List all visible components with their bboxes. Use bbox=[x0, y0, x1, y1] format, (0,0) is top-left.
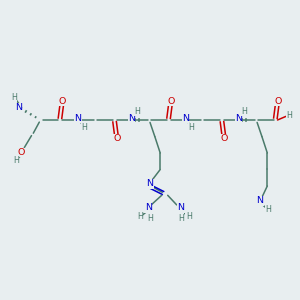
Text: H: H bbox=[134, 107, 140, 116]
Text: H: H bbox=[188, 123, 194, 132]
Text: N: N bbox=[145, 203, 152, 212]
Text: N: N bbox=[177, 203, 184, 212]
Text: O: O bbox=[221, 134, 228, 143]
Text: N: N bbox=[128, 114, 135, 123]
Text: O: O bbox=[59, 97, 66, 106]
Text: O: O bbox=[274, 97, 281, 106]
Text: H: H bbox=[13, 156, 19, 165]
Text: O: O bbox=[167, 97, 175, 106]
Text: O: O bbox=[18, 148, 25, 157]
Text: N: N bbox=[146, 179, 153, 188]
Text: H: H bbox=[147, 214, 153, 223]
Text: H: H bbox=[11, 93, 17, 102]
Text: H: H bbox=[178, 214, 184, 223]
Text: H: H bbox=[265, 205, 271, 214]
Text: H: H bbox=[81, 123, 87, 132]
Text: H: H bbox=[186, 212, 192, 221]
Text: N: N bbox=[235, 114, 242, 123]
Text: H: H bbox=[286, 111, 292, 120]
Text: N: N bbox=[256, 196, 263, 206]
Text: N: N bbox=[74, 114, 82, 123]
Text: N: N bbox=[182, 114, 189, 123]
Text: N: N bbox=[15, 103, 22, 112]
Text: H: H bbox=[137, 212, 143, 221]
Text: O: O bbox=[113, 134, 121, 143]
Text: H: H bbox=[242, 107, 248, 116]
